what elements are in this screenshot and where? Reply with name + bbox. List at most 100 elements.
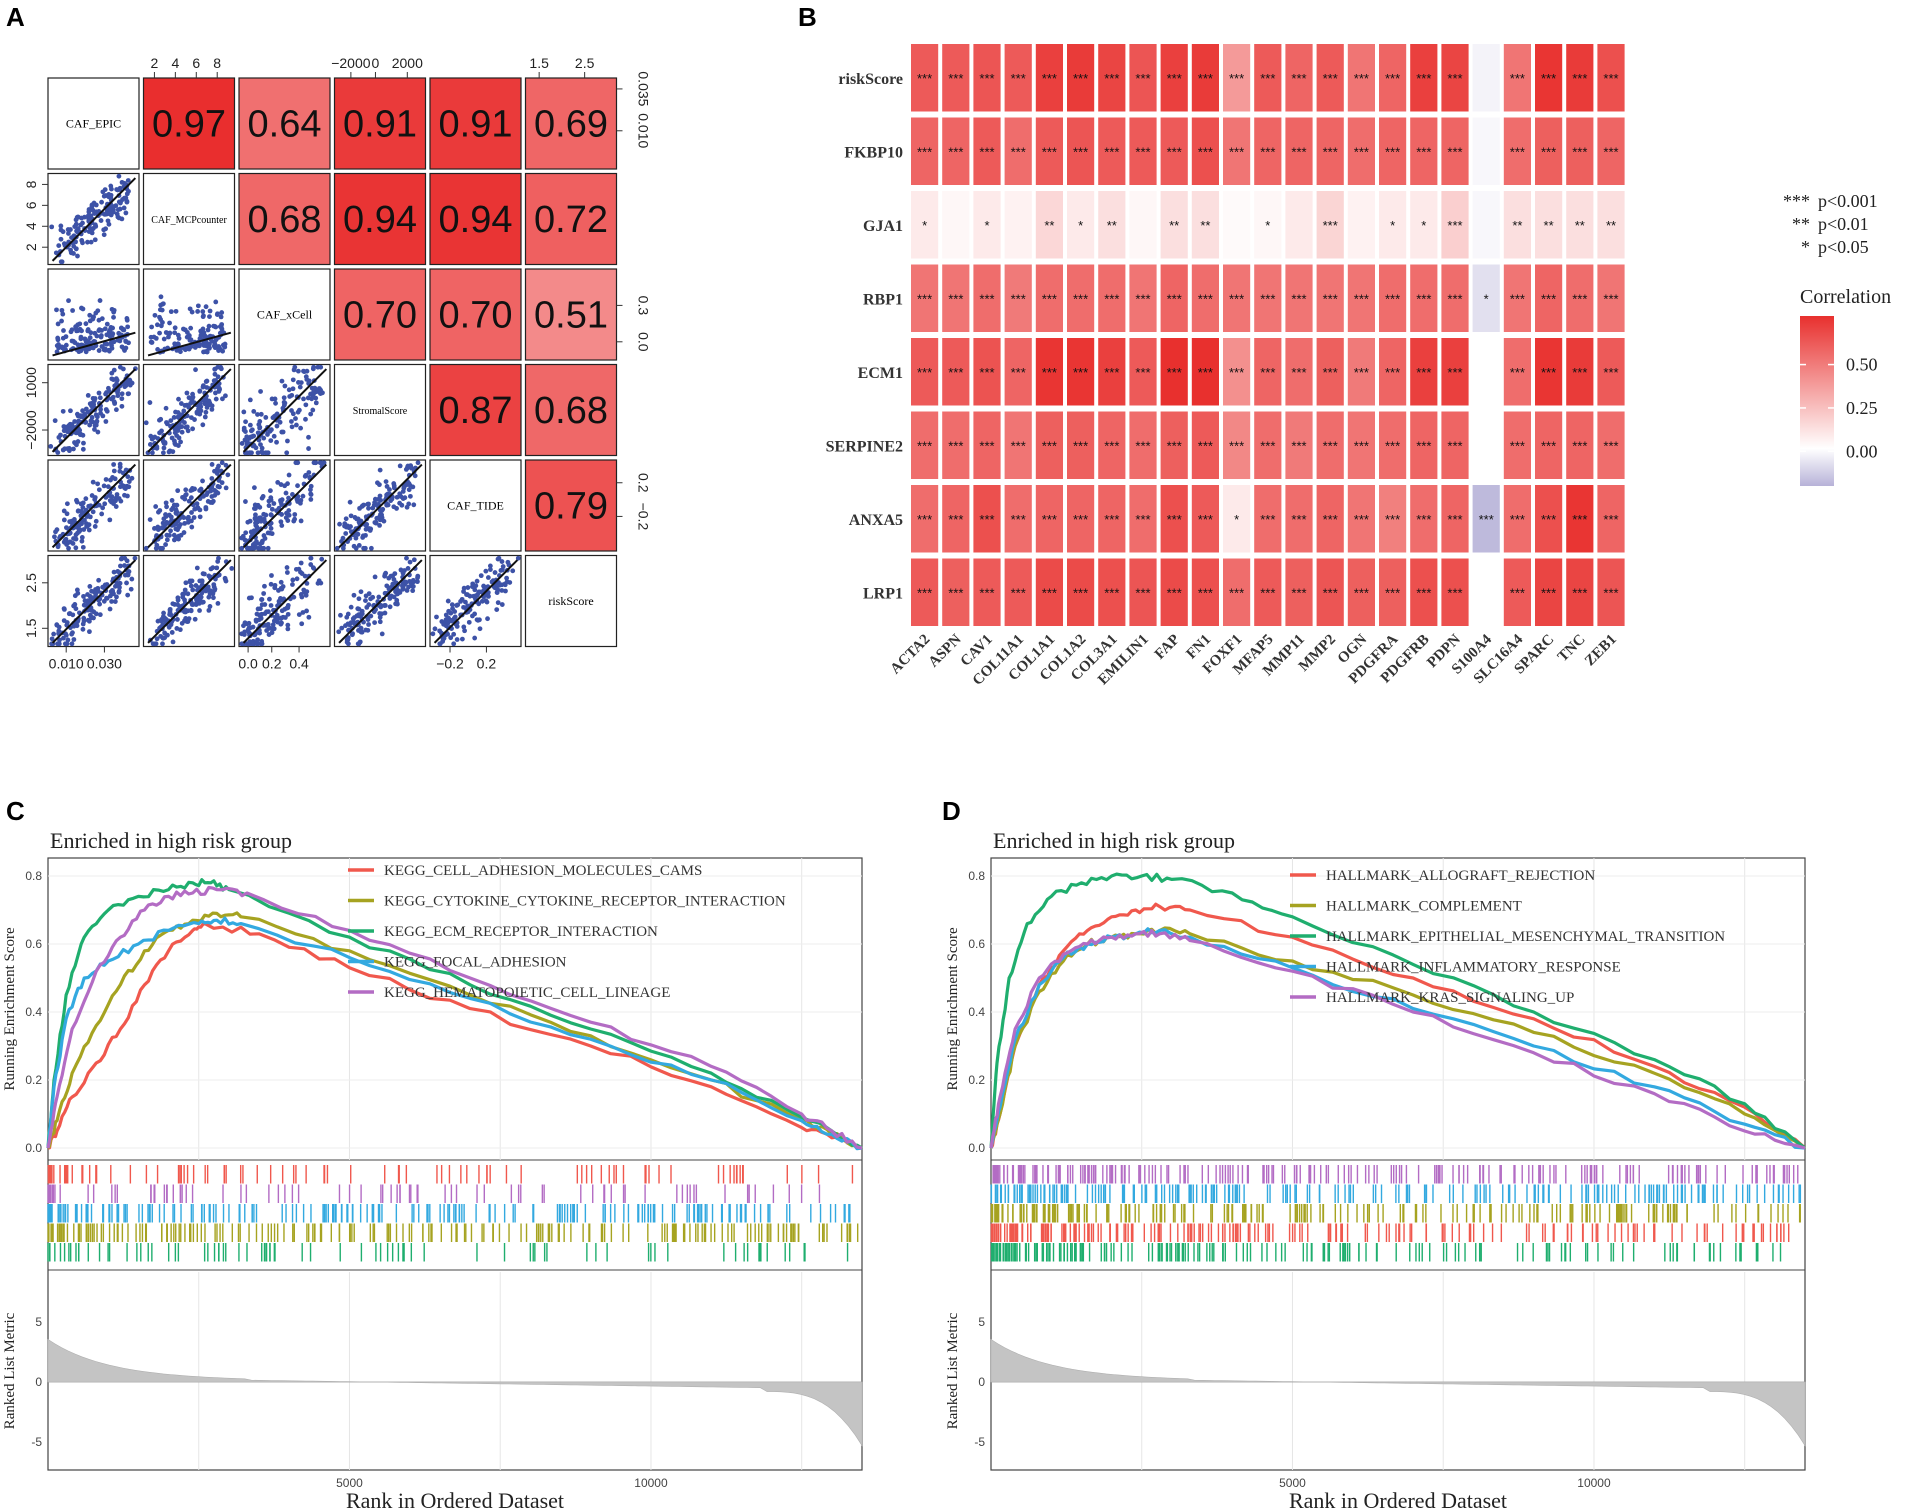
- x-tick-label: 10000: [1577, 1476, 1611, 1490]
- scatter-point: [170, 601, 176, 607]
- scatter-point: [355, 606, 361, 612]
- significance-mark: ***: [948, 585, 963, 600]
- legend-entry: KEGG_FOCAL_ADHESION: [384, 955, 567, 971]
- significance-mark: ***: [1447, 291, 1462, 306]
- scatter-point: [269, 506, 275, 512]
- heatmap-cell: [1098, 264, 1126, 332]
- scatter-point: [461, 589, 466, 594]
- panel-label-d: D: [942, 796, 961, 826]
- scatter-point: [278, 579, 284, 585]
- heatmap-cell: [1098, 338, 1126, 406]
- significance-mark: ***: [1042, 438, 1057, 453]
- scatter-point: [64, 501, 70, 507]
- scatter-point: [193, 367, 198, 373]
- scatter-point: [371, 609, 377, 615]
- scatter-point: [285, 611, 291, 617]
- scatter-point: [269, 512, 274, 518]
- legend-significance-label: p<0.05: [1818, 237, 1869, 257]
- scatter-point: [267, 596, 272, 602]
- scatter-point: [181, 408, 187, 414]
- heatmap-cell: [1285, 44, 1313, 112]
- scatter-point: [339, 625, 345, 631]
- scatter-point: [170, 449, 176, 455]
- scatter-point: [274, 423, 280, 429]
- panel-a-correlation-matrix: CAF_EPIC 0.97 0.64 0.91 0.91 0.69 CAF_MCPcount…: [23, 55, 652, 672]
- scatter-point: [75, 508, 81, 514]
- significance-mark: **: [1200, 218, 1210, 233]
- scatter-point: [347, 622, 352, 628]
- scatter-point: [125, 324, 131, 330]
- significance-mark: ***: [1572, 144, 1587, 159]
- scatter-point: [244, 434, 250, 440]
- heatmap-cell: [1597, 191, 1625, 259]
- scatter-point: [65, 428, 71, 433]
- scatter-point: [219, 460, 225, 466]
- scatter-point: [59, 307, 65, 313]
- scatter-point: [290, 386, 296, 392]
- scatter-point: [384, 502, 390, 508]
- scatter-point: [488, 567, 493, 572]
- scatter-point: [80, 621, 86, 627]
- scatter-point: [73, 246, 79, 252]
- scatter-point: [178, 439, 183, 445]
- heatmap-cell: [1285, 338, 1313, 406]
- scatter-point: [400, 583, 406, 589]
- scatter-point: [96, 390, 102, 396]
- heatmap-cell: [1191, 44, 1219, 112]
- heatmap-cell: [1098, 558, 1126, 626]
- heatmap-cell: [942, 44, 970, 112]
- heatmap-cell: [911, 191, 939, 259]
- significance-mark: ***: [979, 512, 994, 527]
- scatter-point: [467, 593, 473, 599]
- left-tick-label: 2.5: [23, 573, 39, 593]
- significance-mark: *: [922, 218, 927, 233]
- scatter-point: [70, 308, 75, 313]
- scatter-point: [388, 593, 394, 599]
- significance-mark: ***: [1260, 71, 1275, 86]
- scatter-point: [79, 508, 84, 514]
- significance-mark: ***: [1510, 291, 1525, 306]
- heatmap-cell: [1223, 191, 1251, 259]
- top-tick-label: 2000: [392, 55, 423, 71]
- scatter-point: [255, 430, 261, 436]
- scatter-point: [285, 438, 290, 444]
- top-tick-label: 0: [372, 55, 380, 71]
- scatter-point: [274, 439, 279, 445]
- significance-mark: ***: [1260, 585, 1275, 600]
- y-tick-label: 0.2: [968, 1073, 985, 1087]
- enrichment-line: [46, 916, 863, 1151]
- heatmap-cell: [911, 411, 939, 479]
- heatmap-cell: [1566, 558, 1594, 626]
- scatter-point: [168, 418, 174, 423]
- scatter-point: [105, 484, 111, 490]
- right-tick-label: 0.035: [636, 71, 652, 106]
- right-tick-label: 0.010: [636, 113, 652, 148]
- scatter-point: [114, 211, 120, 217]
- significance-mark: ***: [1541, 71, 1556, 86]
- scatter-point: [148, 433, 154, 439]
- significance-mark: ***: [1167, 365, 1182, 380]
- scatter-point: [100, 584, 106, 590]
- scatter-point: [368, 613, 374, 619]
- scatter-point: [337, 521, 342, 527]
- scatter-point: [209, 403, 215, 409]
- significance-mark: ***: [1447, 71, 1462, 86]
- scatter-point: [200, 309, 206, 314]
- significance-mark: ***: [1104, 144, 1119, 159]
- scatter-point: [351, 543, 357, 549]
- heatmap-cell: [1472, 485, 1500, 553]
- scatter-point: [103, 419, 109, 424]
- heatmap-cell: [1410, 264, 1438, 332]
- scatter-point: [256, 515, 262, 521]
- scatter-point: [88, 239, 94, 245]
- significance-mark: ***: [1354, 365, 1369, 380]
- scatter-point: [499, 588, 505, 593]
- x-tick-label: 10000: [634, 1476, 668, 1490]
- scatter-point: [220, 396, 225, 402]
- heatmap-cell: [973, 411, 1001, 479]
- plot-title: Enriched in high risk group: [993, 828, 1235, 853]
- scatter-point: [434, 614, 439, 620]
- scatter-point: [70, 630, 75, 636]
- scatter-point: [171, 415, 177, 420]
- x-axis-label: Rank in Ordered Dataset: [346, 1488, 564, 1511]
